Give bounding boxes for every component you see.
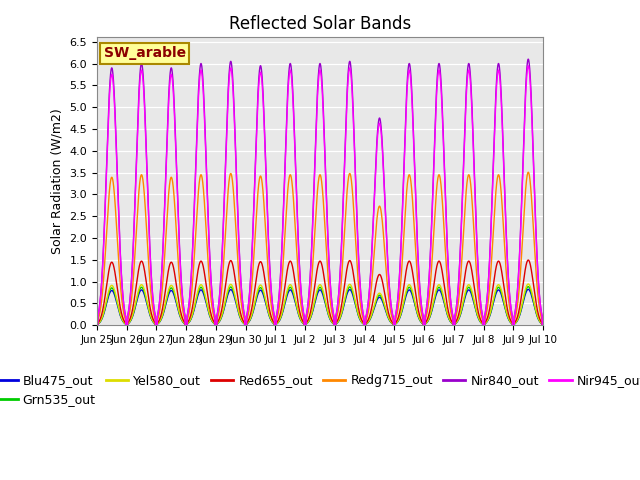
Nir945_out: [260, 116, 268, 121]
Yel580_out: [189, 312, 196, 317]
Redg715_out: [189, 282, 196, 288]
Yel580_out: [184, 321, 191, 326]
Grn535_out: [381, 304, 388, 310]
Blu475_out: [381, 305, 388, 311]
Yel580_out: [540, 323, 547, 328]
Line: Redg715_out: Redg715_out: [97, 172, 543, 325]
Yel580_out: [538, 321, 545, 326]
Grn535_out: [260, 292, 268, 298]
Nir840_out: [381, 195, 388, 201]
Nir945_out: [381, 198, 388, 204]
Red655_out: [381, 291, 388, 297]
Nir840_out: [540, 323, 547, 328]
Nir945_out: [189, 253, 196, 259]
Blu475_out: [189, 313, 196, 319]
Blu475_out: [444, 314, 452, 320]
Nir945_out: [540, 323, 547, 328]
Yel580_out: [524, 281, 532, 287]
Grn535_out: [444, 313, 452, 319]
Grn535_out: [524, 284, 532, 289]
Red655_out: [260, 270, 268, 276]
Grn535_out: [189, 312, 196, 318]
Grn535_out: [184, 321, 191, 326]
Blu475_out: [93, 323, 100, 328]
Blu475_out: [538, 321, 545, 326]
Redg715_out: [538, 315, 545, 321]
Nir945_out: [444, 263, 452, 269]
Grn535_out: [538, 321, 545, 326]
Nir840_out: [524, 56, 532, 62]
Nir840_out: [184, 311, 191, 317]
Yel580_out: [260, 289, 268, 295]
Red655_out: [189, 305, 196, 311]
Red655_out: [524, 257, 532, 263]
Redg715_out: [184, 316, 191, 322]
Blu475_out: [184, 321, 191, 326]
Title: Reflected Solar Bands: Reflected Solar Bands: [229, 15, 411, 33]
Grn535_out: [540, 323, 547, 328]
Red655_out: [444, 308, 452, 313]
Line: Nir945_out: Nir945_out: [97, 66, 543, 325]
Blu475_out: [524, 287, 532, 292]
Nir945_out: [184, 311, 191, 317]
Nir840_out: [189, 252, 196, 258]
Y-axis label: Solar Radiation (W/m2): Solar Radiation (W/m2): [51, 108, 64, 254]
Yel580_out: [381, 302, 388, 308]
Red655_out: [93, 323, 100, 328]
Line: Grn535_out: Grn535_out: [97, 287, 543, 325]
Line: Red655_out: Red655_out: [97, 260, 543, 325]
Grn535_out: [93, 323, 100, 328]
Line: Blu475_out: Blu475_out: [97, 289, 543, 325]
Red655_out: [184, 320, 191, 325]
Line: Yel580_out: Yel580_out: [97, 284, 543, 325]
Legend: Blu475_out, Grn535_out, Yel580_out, Red655_out, Redg715_out, Nir840_out, Nir945_: Blu475_out, Grn535_out, Yel580_out, Red6…: [0, 369, 640, 411]
Nir945_out: [93, 323, 100, 328]
Blu475_out: [540, 323, 547, 328]
Nir945_out: [524, 63, 532, 69]
Yel580_out: [444, 313, 452, 319]
Blu475_out: [260, 294, 268, 300]
Redg715_out: [93, 323, 100, 328]
Nir840_out: [93, 323, 100, 328]
Nir945_out: [538, 311, 545, 316]
Nir840_out: [444, 262, 452, 267]
Text: SW_arable: SW_arable: [104, 47, 186, 60]
Redg715_out: [260, 201, 268, 206]
Nir840_out: [260, 110, 268, 116]
Nir840_out: [538, 311, 545, 316]
Redg715_out: [524, 169, 532, 175]
Yel580_out: [93, 323, 100, 328]
Redg715_out: [381, 249, 388, 255]
Redg715_out: [444, 288, 452, 293]
Line: Nir840_out: Nir840_out: [97, 59, 543, 325]
Redg715_out: [540, 323, 547, 328]
Red655_out: [538, 319, 545, 325]
Red655_out: [540, 323, 547, 328]
